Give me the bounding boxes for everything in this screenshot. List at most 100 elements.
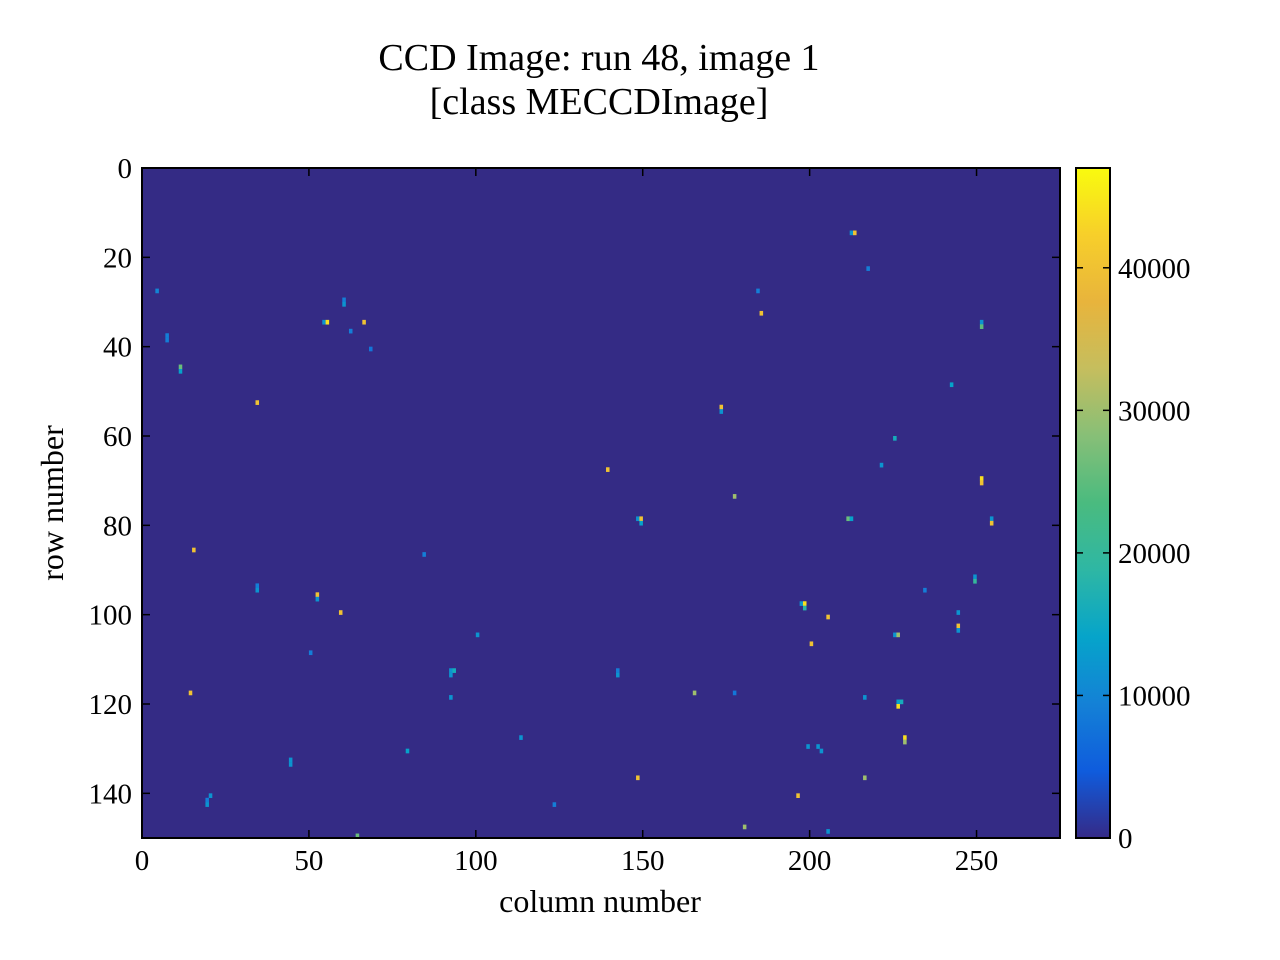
hot-pixel xyxy=(863,775,867,781)
hot-pixel xyxy=(188,690,193,696)
hot-pixel xyxy=(639,516,643,522)
hot-pixel xyxy=(315,592,320,597)
hot-pixel xyxy=(405,748,410,754)
hot-pixel xyxy=(308,650,313,656)
chart-title-line-1: CCD Image: run 48, image 1 xyxy=(378,37,819,79)
y-tick-label: 80 xyxy=(103,510,132,542)
hot-pixel xyxy=(636,516,640,522)
hot-pixel xyxy=(255,587,260,593)
hot-pixel xyxy=(606,467,610,472)
hot-pixel xyxy=(636,775,640,781)
hot-pixel xyxy=(475,632,480,638)
hot-pixel xyxy=(732,690,737,696)
y-tick-label: 0 xyxy=(118,153,133,185)
plot-frame xyxy=(141,167,1061,839)
hot-pixel xyxy=(616,668,620,673)
hot-pixel xyxy=(849,516,854,522)
hot-pixel xyxy=(452,668,456,673)
x-axis-label: column number xyxy=(499,883,701,919)
hot-pixel xyxy=(973,578,977,584)
hot-pixel xyxy=(325,319,330,325)
hot-pixel xyxy=(422,552,426,557)
hot-pixel xyxy=(208,793,213,798)
hot-pixel xyxy=(796,793,800,798)
y-tick-label: 40 xyxy=(103,332,132,364)
x-tick-label: 0 xyxy=(135,845,150,877)
hot-pixel xyxy=(853,230,857,236)
bright-pixels xyxy=(155,230,994,838)
x-tick-label: 150 xyxy=(621,845,665,877)
y-tick-label: 140 xyxy=(89,778,133,810)
colorbar-tick-label: 10000 xyxy=(1118,680,1191,712)
hot-pixel xyxy=(288,762,293,767)
hot-pixel xyxy=(342,302,346,307)
colorbar xyxy=(1075,167,1111,839)
hot-pixel xyxy=(816,744,820,749)
hot-pixel xyxy=(342,297,346,303)
hot-pixel xyxy=(806,744,810,749)
hot-pixel xyxy=(846,516,850,522)
image-background xyxy=(142,168,1060,838)
hot-pixel xyxy=(519,735,523,740)
hot-pixel xyxy=(979,319,984,325)
hot-pixel xyxy=(756,288,760,294)
hot-pixel xyxy=(802,601,807,606)
hot-pixel xyxy=(315,596,320,602)
hot-pixel xyxy=(826,614,830,620)
hot-pixel xyxy=(923,587,927,593)
hot-pixel xyxy=(759,310,764,316)
hot-pixel xyxy=(449,695,453,700)
x-tick-label: 50 xyxy=(294,845,323,877)
hot-pixel xyxy=(979,324,984,329)
hot-pixel xyxy=(639,520,643,526)
hot-pixel xyxy=(368,346,373,352)
hot-pixel xyxy=(719,409,724,414)
hot-pixel xyxy=(355,833,360,838)
hot-pixel xyxy=(956,623,961,629)
hot-pixel xyxy=(288,757,293,763)
x-tick-label: 250 xyxy=(955,845,999,877)
hot-pixel xyxy=(552,802,557,807)
hot-pixel xyxy=(979,480,984,486)
hot-pixel xyxy=(178,369,183,374)
hot-pixel xyxy=(949,382,954,388)
hot-pixel xyxy=(989,520,994,526)
y-tick-label: 20 xyxy=(103,242,132,274)
hot-pixel xyxy=(742,824,747,830)
y-tick-label: 120 xyxy=(89,689,133,721)
hot-pixel xyxy=(449,672,453,678)
y-axis-label: row number xyxy=(34,425,70,581)
y-tick-label: 100 xyxy=(89,600,133,632)
hot-pixel xyxy=(732,494,737,499)
hot-pixel xyxy=(819,748,824,754)
hot-pixel xyxy=(863,695,867,700)
hot-pixel xyxy=(165,337,169,343)
y-axis-ticks: 0 20 40 60 80 100 120 140 xyxy=(89,153,1060,810)
hot-pixel xyxy=(719,404,724,410)
hot-pixel xyxy=(338,610,343,615)
hot-pixel xyxy=(866,266,870,271)
hot-pixel xyxy=(178,364,183,370)
hot-pixel xyxy=(205,802,209,807)
hot-pixel xyxy=(692,690,697,696)
hot-pixel xyxy=(893,436,897,441)
hot-pixel xyxy=(903,739,907,745)
hot-pixel xyxy=(903,735,907,740)
hot-pixel xyxy=(192,547,196,553)
y-tick-label: 60 xyxy=(103,421,132,453)
hot-pixel xyxy=(362,319,366,325)
colorbar-tick-label: 40000 xyxy=(1118,253,1191,285)
hot-pixel xyxy=(896,632,900,638)
hot-pixel xyxy=(449,668,453,673)
hot-pixel xyxy=(893,632,897,638)
colorbar-tick-label: 20000 xyxy=(1118,538,1191,570)
hot-pixel xyxy=(205,797,209,803)
hot-pixel xyxy=(322,319,326,325)
hot-pixel xyxy=(956,628,961,633)
hot-pixel xyxy=(849,230,854,236)
hot-pixel xyxy=(826,829,830,834)
hot-pixel xyxy=(979,476,984,481)
hot-pixel xyxy=(896,704,900,709)
x-axis-ticks: 0 50 100 150 200 250 xyxy=(135,168,999,877)
